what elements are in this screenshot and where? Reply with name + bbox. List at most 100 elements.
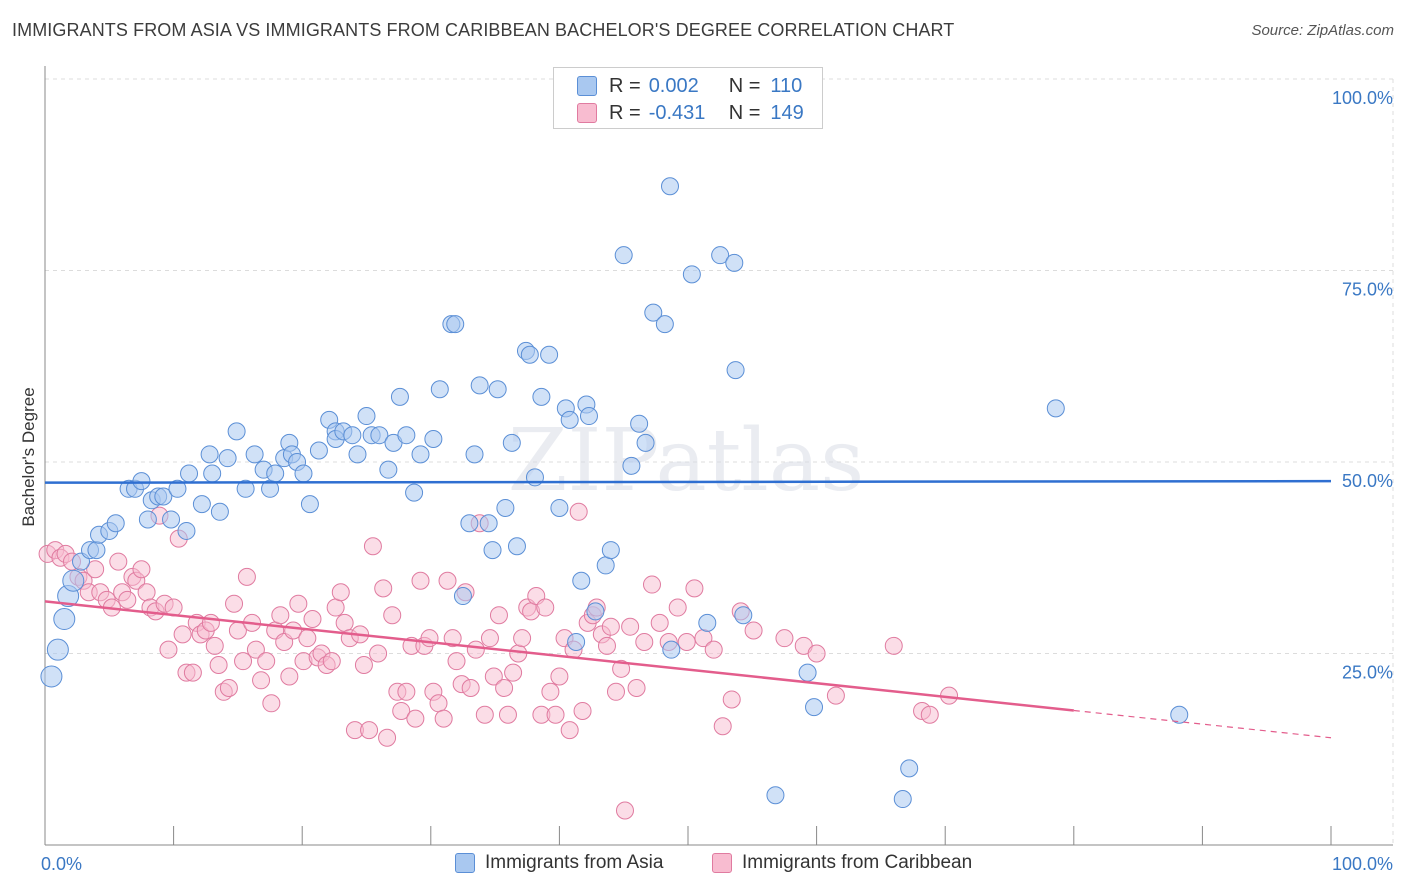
asia-point [390,387,409,406]
caribbean-point [722,690,741,709]
y-tick-label: 100.0% [1332,88,1393,108]
caribbean-trend-extension [1073,709,1332,739]
caribbean-point [209,655,228,674]
caribbean-point [480,629,499,648]
caribbean-point [326,598,345,617]
caribbean-point [363,537,382,556]
y-tick-label: 75.0% [1342,280,1393,300]
caribbean-point [704,640,723,659]
asia-point [532,387,551,406]
trend-lines [44,479,1332,739]
caribbean-point [498,705,517,724]
asia-point [483,541,502,560]
asia-point [470,376,489,395]
caribbean-point [627,678,646,697]
caribbean-point [550,667,569,686]
chart-title: IMMIGRANTS FROM ASIA VS IMMIGRANTS FROM … [12,20,955,40]
caribbean-point [86,560,105,579]
asia-point [655,315,674,334]
asia-point [644,303,663,322]
asia-point [210,502,229,521]
asia-point [662,640,681,659]
caribbean-point [406,709,425,728]
caribbean-point [635,633,654,652]
asia-point [180,464,199,483]
caribbean-point [546,705,565,724]
asia-point [294,464,313,483]
caribbean-point [331,583,350,602]
r-label: R = [609,74,641,97]
asia-point [53,608,76,631]
caribbean-point [650,613,669,632]
asia-point [379,460,398,479]
n-value: 110 [770,74,803,97]
caribbean-point [495,678,514,697]
legend-label-asia: Immigrants from Asia [485,852,664,873]
asia-point [162,510,181,529]
caribbean-point [173,625,192,644]
caribbean-point [360,721,379,740]
asia-point [465,445,484,464]
asia-point [572,571,591,590]
caribbean-point [252,671,271,690]
asia-point [46,638,69,661]
caribbean-point [137,583,156,602]
caribbean-point [642,575,661,594]
caribbean-point [354,655,373,674]
caribbean-point [677,633,696,652]
caribbean-point [621,617,640,636]
caribbean-point [509,644,528,663]
legend-item-caribbean[interactable]: Immigrants from Caribbean [712,852,972,874]
asia-point [682,265,701,284]
caribbean-point [109,552,128,571]
asia-point [138,510,157,529]
caribbean-point [118,590,137,609]
caribbean-point [378,728,397,747]
caribbean-point [504,663,523,682]
caribbean-point [225,594,244,613]
legend-label-caribbean: Immigrants from Caribbean [742,852,973,873]
caribbean-point [536,598,555,617]
watermark: ZIPatlas [508,411,864,511]
caribbean-point [438,571,457,590]
asia-point [507,537,526,556]
asia-point [550,498,569,517]
asia-point [357,407,376,426]
asia-point [266,464,285,483]
caribbean-point [383,606,402,625]
asia-point [348,445,367,464]
asia-point [40,665,63,688]
caribbean-point [298,629,317,648]
caribbean-point [569,502,588,521]
caribbean-point [573,701,592,720]
asia-point [540,345,559,364]
asia-point [370,426,389,445]
asia-point [424,430,443,449]
asia-point [893,790,912,809]
caribbean-point [322,652,341,671]
asia-point [622,456,641,475]
caribbean-point [271,606,290,625]
asia-point [411,445,430,464]
caribbean-point [541,682,560,701]
caribbean-point [369,644,388,663]
y-axis-label: Bachelor's Degree [19,387,38,526]
caribbean-point [826,686,845,705]
source-credit: Source: ZipAtlas.com [1251,22,1394,39]
legend-item-asia[interactable]: Immigrants from Asia [455,852,663,874]
caribbean-point [132,560,151,579]
caribbean-point [183,663,202,682]
asia-point [900,759,919,778]
caribbean-point [560,721,579,740]
asia-point [192,495,211,514]
caribbean-points [38,502,959,820]
stats-row-asia: R = 0.002 N = 110 [554,72,802,100]
asia-point [453,587,472,606]
caribbean-point [807,644,826,663]
axes: 0.0% 100.0% [41,66,1393,874]
asia-point [227,422,246,441]
asia-point [154,487,173,506]
y-tick-labels: 25.0% 50.0% 75.0% 100.0% [1332,88,1393,683]
caribbean-point [237,567,256,586]
caribbean-point [447,652,466,671]
